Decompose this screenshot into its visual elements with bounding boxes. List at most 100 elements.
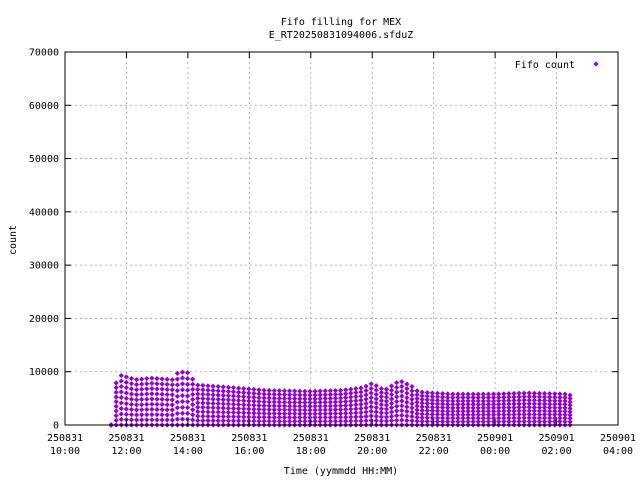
data-point xyxy=(552,401,558,407)
data-point xyxy=(174,382,180,388)
x-tick-label-date: 250831 xyxy=(293,433,329,444)
data-point xyxy=(501,418,507,425)
data-point xyxy=(526,411,532,417)
data-point xyxy=(450,418,456,425)
data-point xyxy=(485,412,492,418)
axes: 0 10000 20000 30000 40000 50000 60000 70000 2508… xyxy=(29,48,636,458)
data-point xyxy=(159,376,165,382)
data-point xyxy=(317,396,323,402)
data-point xyxy=(501,398,507,404)
data-point xyxy=(531,397,537,403)
data-point xyxy=(439,398,446,404)
data-point xyxy=(383,402,390,408)
data-point xyxy=(501,415,507,421)
data-point xyxy=(241,418,247,424)
data-point xyxy=(190,412,196,418)
data-point xyxy=(373,404,379,411)
data-point xyxy=(337,391,344,397)
data-point xyxy=(144,375,150,382)
x-tick-label-time: 00:00 xyxy=(480,446,510,457)
data-point xyxy=(215,383,221,390)
data-point xyxy=(439,408,446,414)
data-point xyxy=(246,394,252,400)
data-point xyxy=(312,388,318,394)
data-point xyxy=(409,383,415,390)
data-point xyxy=(567,415,573,421)
data-point xyxy=(394,384,400,391)
data-point xyxy=(190,391,196,398)
data-point xyxy=(567,395,573,402)
data-point xyxy=(455,415,461,421)
data-point xyxy=(327,407,333,413)
data-point xyxy=(557,394,563,400)
data-point xyxy=(200,382,206,389)
data-point xyxy=(414,388,420,394)
data-point xyxy=(404,381,410,387)
data-point xyxy=(541,394,548,400)
data-point xyxy=(511,404,517,411)
y-tick-label: 10000 xyxy=(29,367,59,378)
data-point xyxy=(266,414,272,420)
data-point xyxy=(439,411,446,418)
data-point xyxy=(302,418,308,424)
data-point xyxy=(123,406,129,412)
data-point xyxy=(480,391,486,397)
data-point xyxy=(526,401,532,407)
data-point xyxy=(439,404,446,411)
data-point xyxy=(501,408,507,414)
data-point xyxy=(286,418,293,424)
data-point xyxy=(332,418,339,424)
data-point xyxy=(506,411,512,418)
data-point xyxy=(445,418,451,425)
data-point xyxy=(332,391,339,397)
data-point xyxy=(154,381,160,387)
data-point xyxy=(128,406,135,413)
data-point xyxy=(205,413,211,419)
grid xyxy=(65,52,618,425)
data-point xyxy=(531,394,537,400)
data-point xyxy=(276,407,282,413)
data-point xyxy=(317,403,323,409)
data-point xyxy=(419,407,425,414)
data-point xyxy=(368,404,374,410)
data-point xyxy=(139,396,145,403)
data-point xyxy=(547,408,553,414)
data-point xyxy=(230,409,237,416)
data-point xyxy=(210,396,216,402)
x-tick-label-time: 04:00 xyxy=(603,446,633,457)
data-point xyxy=(195,400,201,406)
data-point xyxy=(332,387,339,394)
x-tick-label-date: 250901 xyxy=(600,433,636,444)
data-point xyxy=(205,391,211,398)
data-point xyxy=(414,418,420,424)
data-point xyxy=(118,411,124,417)
data-point xyxy=(506,391,512,397)
data-point xyxy=(541,418,548,425)
data-point xyxy=(154,396,160,402)
data-point xyxy=(190,417,196,423)
data-point xyxy=(348,414,354,420)
data-point xyxy=(409,405,415,411)
data-point xyxy=(317,388,323,394)
data-point xyxy=(541,415,548,421)
data-point xyxy=(547,418,553,425)
data-point xyxy=(475,408,481,414)
data-point xyxy=(419,418,425,424)
data-point xyxy=(557,415,563,421)
data-point xyxy=(200,396,206,402)
data-point xyxy=(246,386,252,392)
data-point xyxy=(562,405,568,411)
x-tick-label-time: 20:00 xyxy=(357,446,387,457)
data-point xyxy=(511,401,517,407)
data-point xyxy=(322,403,328,409)
data-point xyxy=(470,418,476,425)
data-point xyxy=(225,388,231,395)
data-point xyxy=(552,408,558,414)
chart-title-line1: Fifo filling for MEX xyxy=(281,17,401,28)
data-point xyxy=(133,397,140,403)
data-point xyxy=(521,418,527,425)
x-tick-label-date: 250831 xyxy=(108,433,144,444)
data-point xyxy=(256,410,262,416)
data-point xyxy=(424,400,430,406)
data-point xyxy=(169,417,175,423)
